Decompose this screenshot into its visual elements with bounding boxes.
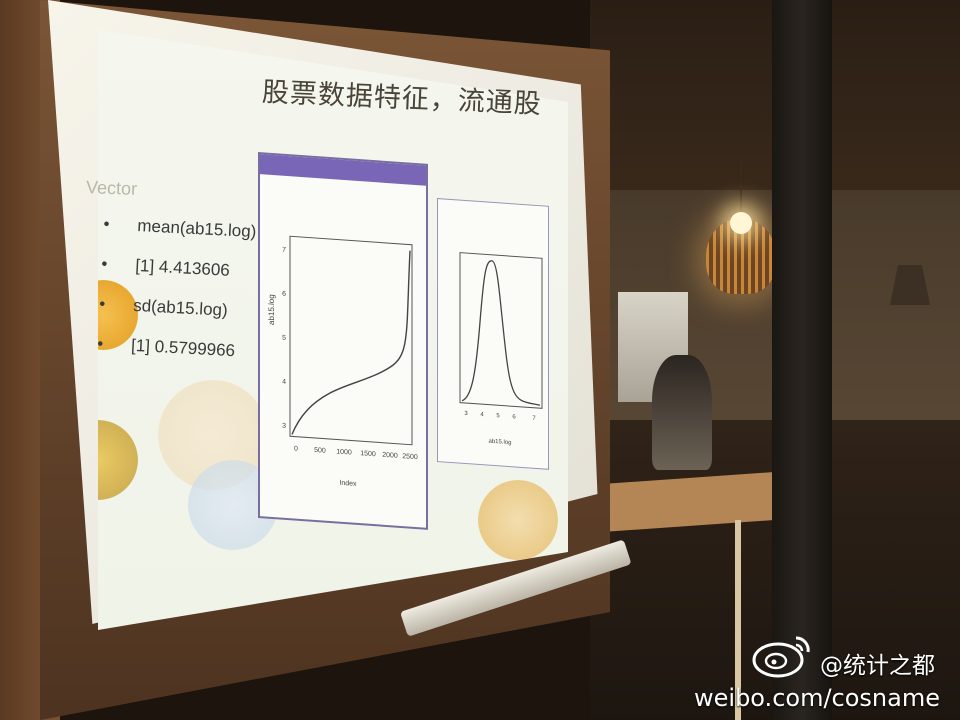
y-tick-label: 7 bbox=[282, 247, 286, 254]
bullet-icon: • bbox=[96, 334, 104, 354]
watermark-url: weibo.com/cosname bbox=[694, 684, 940, 712]
bullet-text: sd(ab15.log) bbox=[132, 295, 229, 320]
x-tick-label: 7 bbox=[532, 416, 536, 422]
x-tick-label: 5 bbox=[496, 413, 500, 419]
dark-pillar bbox=[772, 0, 832, 720]
pendant-lamp-cord bbox=[740, 160, 742, 216]
x-axis-label: Index bbox=[339, 480, 357, 488]
x-tick-label: 1500 bbox=[360, 450, 376, 458]
x-tick-label: 2000 bbox=[382, 452, 398, 460]
watermark-username: @统计之都 bbox=[820, 653, 935, 679]
bullet-list: • mean(ab15.log) • [1] 4.413606 • sd(ab1… bbox=[92, 214, 257, 382]
x-tick-label: 2500 bbox=[402, 453, 418, 461]
bullet-text: [1] 0.5799966 bbox=[130, 335, 236, 361]
bullet-icon: • bbox=[100, 254, 108, 274]
index-plot-svg: ab15.log Index 0 500 1000 1500 2000 2500… bbox=[267, 235, 418, 488]
list-item: • [1] 0.5799966 bbox=[93, 334, 251, 362]
x-tick-label: 6 bbox=[512, 414, 516, 420]
bullet-icon: • bbox=[103, 214, 110, 234]
index-plot-window: ab15.log Index 0 500 1000 1500 2000 2500… bbox=[258, 152, 428, 530]
list-item: • [1] 4.413606 bbox=[97, 254, 255, 282]
y-axis-label: ab15.log bbox=[267, 294, 276, 325]
table-leg bbox=[735, 520, 741, 720]
seated-person bbox=[652, 355, 712, 470]
sorted-curve bbox=[291, 250, 411, 435]
x-tick-label: 3 bbox=[464, 411, 468, 417]
x-tick-label: 4 bbox=[480, 412, 484, 418]
lamp-bulb bbox=[730, 212, 752, 234]
weibo-logo-icon bbox=[752, 636, 810, 678]
y-tick-label: 6 bbox=[282, 291, 286, 298]
vector-label: Vector bbox=[85, 177, 138, 199]
x-tick-label: 0 bbox=[294, 446, 298, 453]
floor-lamp bbox=[890, 265, 930, 305]
density-plot-window: 3 4 5 6 7 ab15.log bbox=[437, 198, 549, 470]
bullet-text: [1] 4.413606 bbox=[134, 255, 231, 280]
x-axis-label: ab15.log bbox=[488, 439, 511, 447]
plot-frame bbox=[459, 252, 543, 409]
density-curve bbox=[461, 260, 541, 406]
bullet-icon: • bbox=[98, 294, 106, 314]
y-tick-label: 3 bbox=[282, 423, 286, 430]
density-plot-svg: 3 4 5 6 7 ab15.log bbox=[459, 252, 543, 447]
x-tick-label: 1000 bbox=[336, 448, 352, 456]
pastel-flower-decoration bbox=[478, 480, 558, 560]
list-item: • sd(ab15.log) bbox=[95, 294, 253, 322]
y-tick-label: 4 bbox=[282, 379, 286, 386]
y-tick-label: 5 bbox=[282, 335, 286, 342]
plot-frame bbox=[289, 235, 413, 446]
x-tick-label: 500 bbox=[314, 447, 326, 455]
